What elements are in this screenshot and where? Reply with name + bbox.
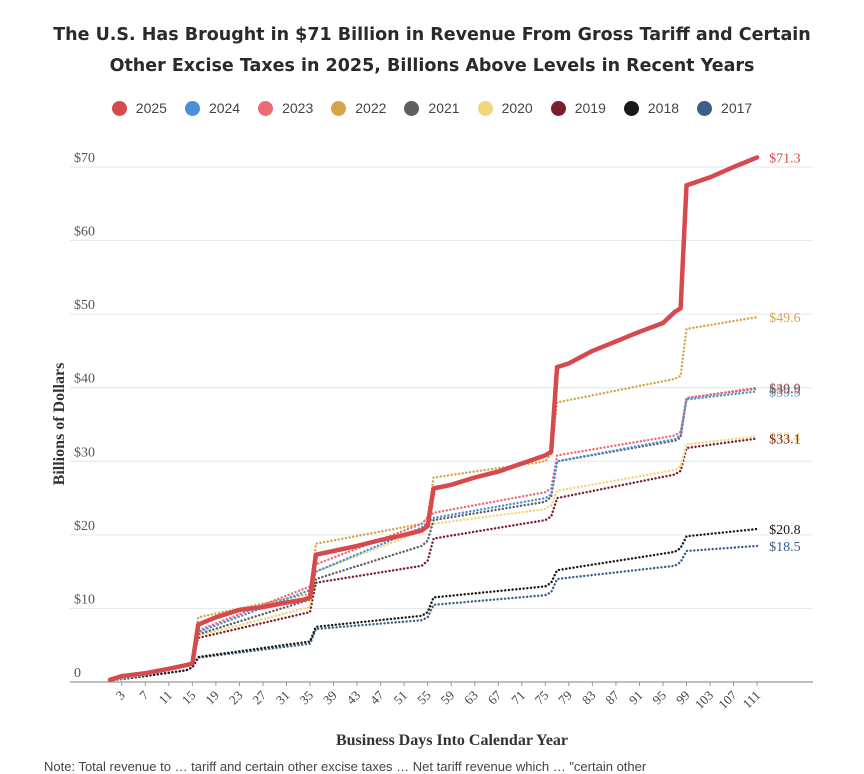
x-tick-label: 111 xyxy=(740,688,764,712)
legend-item-2018: 2018 xyxy=(623,100,680,116)
legend-swatch xyxy=(623,100,639,116)
end-label-2017: $18.5 xyxy=(769,540,801,555)
legend-item-2017: 2017 xyxy=(697,100,752,116)
x-tick-label: 27 xyxy=(249,687,269,707)
x-tick-label: 7 xyxy=(136,687,152,703)
x-tick-label: 79 xyxy=(555,688,575,708)
x-tick-label: 67 xyxy=(485,687,505,707)
chart-title-line-1: The U.S. Has Brought in $71 Billion in R… xyxy=(53,25,811,45)
x-tick-label: 15 xyxy=(179,688,199,708)
y-axis-title: Billions of Dollars xyxy=(51,363,68,486)
chart-title-line-2: Other Excise Taxes in 2025, Billions Abo… xyxy=(109,56,755,76)
end-label-2018: $20.8 xyxy=(769,523,801,538)
series-line-2025 xyxy=(107,155,760,683)
y-tick-label: $40 xyxy=(74,372,95,387)
legend-swatch xyxy=(331,100,347,116)
x-tick-label: 51 xyxy=(390,688,410,708)
legend-item-2024: 2024 xyxy=(184,100,241,116)
gridlines xyxy=(70,166,813,683)
x-axis-title: Business Days Into Calendar Year xyxy=(336,732,568,749)
y-axis: 0 $10 $20 $30 $40 $50 $60 $70 xyxy=(74,151,95,681)
x-tick-label: 99 xyxy=(673,688,693,708)
x-tick-label: 75 xyxy=(532,688,552,708)
x-tick-label: 3 xyxy=(113,688,128,703)
series-line-2017 xyxy=(108,544,759,682)
legend-label: 2022 xyxy=(355,100,387,116)
x-tick-label: 55 xyxy=(414,688,434,708)
x-axis: 3 7 11 15 19 23 27 31 35 39 43 47 51 55 59 63 67 71 75 79 83… xyxy=(113,682,764,712)
legend-item-2020: 2020 xyxy=(477,100,533,116)
y-tick-label: $20 xyxy=(74,519,95,534)
chart-legend: 2025 2024 2023 2022 2021 2020 2019 2018 2017 xyxy=(0,100,864,116)
end-label-2025: $71.3 xyxy=(769,151,801,166)
x-tick-label: 31 xyxy=(273,688,293,708)
end-label-2022: $49.6 xyxy=(769,311,801,326)
x-tick-label: 59 xyxy=(438,688,458,708)
x-tick-label: 87 xyxy=(602,687,622,707)
x-tick-label: 103 xyxy=(692,688,716,712)
y-tick-label: $50 xyxy=(74,298,95,313)
y-tick-label: $10 xyxy=(74,592,95,607)
legend-swatch xyxy=(111,100,127,116)
x-tick-label: 35 xyxy=(296,688,316,708)
x-tick-label: 43 xyxy=(343,688,363,708)
x-tick-label: 47 xyxy=(367,687,387,707)
y-tick-label: $30 xyxy=(74,445,95,460)
x-tick-label: 23 xyxy=(226,688,246,708)
legend-swatch xyxy=(550,100,566,116)
y-tick-label: 0 xyxy=(74,666,81,681)
end-label-2023: $40.0 xyxy=(769,382,801,397)
series-lines xyxy=(107,155,760,683)
legend-swatch xyxy=(184,100,200,116)
legend-swatch xyxy=(477,100,493,116)
legend-label: 2025 xyxy=(135,100,167,116)
series-line-2019 xyxy=(108,437,759,682)
x-tick-label: 39 xyxy=(320,688,340,708)
legend-label: 2021 xyxy=(428,100,460,116)
y-tick-label: $70 xyxy=(74,151,95,166)
legend-item-2021: 2021 xyxy=(404,100,460,116)
legend-label: 2024 xyxy=(208,100,241,116)
legend-label: 2017 xyxy=(721,100,753,116)
legend-label: 2018 xyxy=(647,100,680,116)
x-tick-label: 91 xyxy=(626,688,646,708)
x-tick-label: 95 xyxy=(649,688,669,708)
end-label-2024: $39.5 xyxy=(769,385,801,400)
series-line-2020 xyxy=(108,435,759,682)
series-line-2024 xyxy=(108,390,759,682)
legend-label: 2020 xyxy=(501,100,533,116)
legend-swatch xyxy=(258,100,274,116)
x-tick-label: 11 xyxy=(155,688,174,707)
legend-item-2022: 2022 xyxy=(331,100,386,116)
x-tick-label: 63 xyxy=(461,688,481,708)
series-line-2018 xyxy=(108,527,759,682)
legend-item-2019: 2019 xyxy=(550,100,606,116)
legend-swatch xyxy=(404,100,420,116)
end-labels: $71.3 $39.5$40.0 $49.6 $39.9 $33.4$33.1 $20.8… xyxy=(769,151,801,554)
end-label-2020: $33.4 xyxy=(769,430,801,445)
legend-swatch xyxy=(697,100,713,116)
x-tick-label: 19 xyxy=(202,688,222,708)
chart-title: The U.S. Has Brought in $71 Billion in R… xyxy=(0,20,864,82)
chart-note: Note: Total revenue to … tariff and cert… xyxy=(44,759,647,774)
end-label-2019: $33.1 xyxy=(769,432,801,447)
x-tick-label: 83 xyxy=(579,688,599,708)
x-tick-label: 107 xyxy=(715,687,740,712)
end-label-2021: $39.9 xyxy=(769,382,801,397)
legend-label: 2019 xyxy=(574,100,606,116)
legend-item-2023: 2023 xyxy=(258,100,313,116)
legend-label: 2023 xyxy=(282,100,314,116)
legend-item-2025: 2025 xyxy=(111,100,167,116)
y-tick-label: $60 xyxy=(74,225,95,240)
x-tick-label: 71 xyxy=(508,688,528,708)
